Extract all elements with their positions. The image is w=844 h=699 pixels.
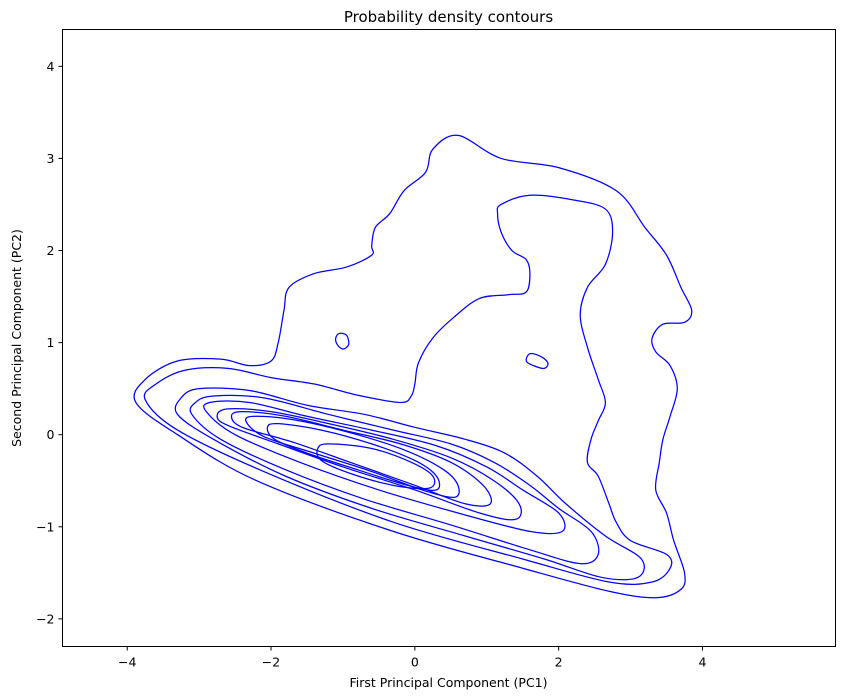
tick-layer: −4 −2 0 2 4 −2 −1 0 1 2 3 4	[36, 59, 706, 670]
y-tick-label: 2	[47, 243, 55, 258]
contour-line-8	[244, 415, 460, 499]
contour-line-6	[216, 408, 522, 521]
contour-line-5	[203, 400, 566, 535]
y-tick-label: 3	[47, 151, 55, 166]
x-tick-label: −2	[262, 655, 280, 670]
contour-line-7	[230, 411, 493, 507]
x-tick-label: 2	[555, 655, 563, 670]
x-tick-label: 4	[698, 655, 706, 670]
x-axis-label: First Principal Component (PC1)	[349, 675, 547, 690]
chart-title: Probability density contours	[344, 8, 553, 26]
contour-line-4	[189, 394, 600, 565]
contour-line-10	[316, 443, 436, 490]
x-tick-label: −4	[118, 655, 136, 670]
contour-line-9	[266, 422, 441, 491]
y-tick-label: −2	[36, 611, 54, 626]
contour-line-2	[143, 194, 673, 585]
y-tick-label: 4	[47, 59, 55, 74]
contour-line-12	[525, 352, 549, 370]
contour-line-3	[174, 387, 645, 581]
y-tick-label: −1	[36, 519, 54, 534]
y-tick-label: 0	[47, 427, 55, 442]
plot-area-frame	[62, 29, 836, 647]
y-axis-label: Second Principal Component (PC2)	[9, 229, 24, 447]
contour-layer	[133, 134, 693, 599]
x-tick-label: 0	[411, 655, 419, 670]
y-tick-label: 1	[47, 335, 55, 350]
contour-line-11	[335, 332, 350, 350]
contour-line-1	[133, 134, 693, 599]
